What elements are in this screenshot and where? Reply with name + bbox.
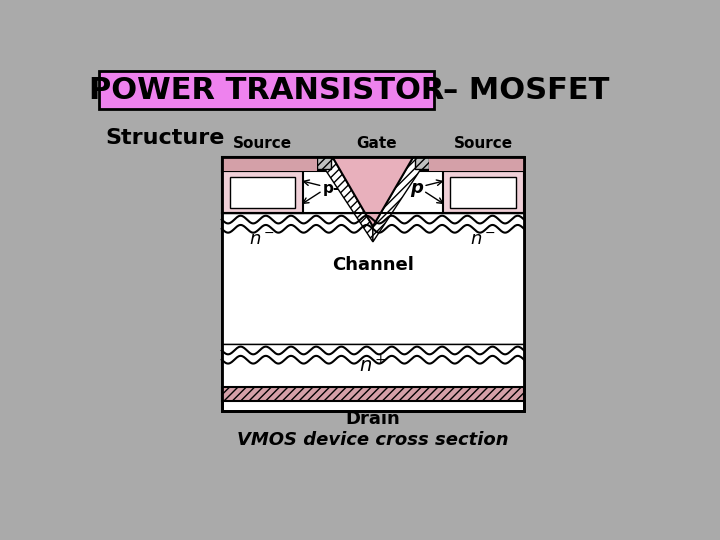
Bar <box>222 345 524 387</box>
Bar <box>222 213 524 345</box>
Bar <box>222 157 524 411</box>
Bar <box>222 157 317 171</box>
Text: Source: Source <box>233 136 292 151</box>
Text: p: p <box>410 179 423 198</box>
Bar <box>443 171 524 213</box>
Bar <box>99 71 434 110</box>
Text: Gate: Gate <box>356 136 397 151</box>
Bar <box>415 157 428 169</box>
Text: Source: Source <box>454 136 513 151</box>
Bar <box>222 387 524 401</box>
Text: Channel: Channel <box>332 256 414 274</box>
Bar <box>317 157 331 169</box>
Text: p-base: p-base <box>323 181 380 196</box>
Polygon shape <box>333 157 413 226</box>
Text: POWER TRANSISTOR: POWER TRANSISTOR <box>89 76 444 105</box>
Bar <box>230 177 295 208</box>
Text: $n^-$: $n^-$ <box>249 231 276 249</box>
Text: $n^+$: $n^+$ <box>359 355 387 376</box>
Text: – MOSFET: – MOSFET <box>444 76 610 105</box>
Text: VMOS device cross section: VMOS device cross section <box>237 431 509 449</box>
Text: Structure: Structure <box>106 128 225 148</box>
Bar <box>222 171 303 213</box>
Text: $n^-$: $n^-$ <box>470 231 496 249</box>
Bar <box>222 157 524 171</box>
Polygon shape <box>373 157 428 242</box>
Polygon shape <box>317 157 373 242</box>
Bar <box>222 157 524 411</box>
Text: Drain: Drain <box>346 410 400 428</box>
Bar <box>428 157 524 171</box>
Bar <box>451 177 516 208</box>
